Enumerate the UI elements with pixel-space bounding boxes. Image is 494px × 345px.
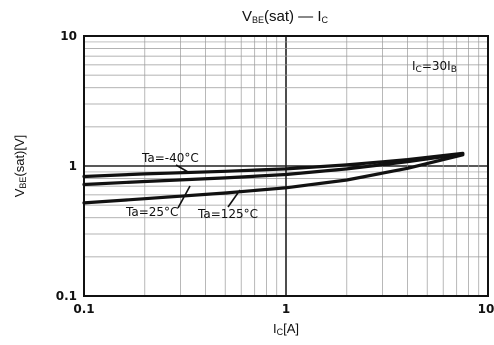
- x-tick-label-1: 1: [282, 302, 290, 316]
- series-label-ta-minus40: Ta=-40°C: [141, 151, 199, 165]
- y-tick-label-0-1: 0.1: [56, 289, 77, 303]
- y-tick-label-10: 10: [60, 29, 77, 43]
- y-tick-label-1: 1: [69, 159, 77, 173]
- condition-label: IC=30IB: [412, 59, 457, 75]
- series-label-ta-minus40-arrow: [175, 164, 189, 173]
- plot-grid: [84, 36, 488, 296]
- plot-frame: [83, 35, 489, 297]
- series-lines: [82, 151, 465, 205]
- series-label-ta-125-arrow: [227, 189, 241, 208]
- series-label-ta-25: Ta=25°C: [125, 205, 178, 219]
- series-label-ta-25-arrow: [177, 185, 191, 209]
- x-tick-label-0-1: 0.1: [73, 302, 94, 316]
- y-axis-label: VBE(sat)[V]: [12, 135, 28, 198]
- series-line-2: [82, 153, 465, 205]
- x-tick-label-10: 10: [478, 302, 494, 316]
- series-line-1: [82, 152, 465, 187]
- series-label-ta-125: Ta=125°C: [197, 207, 258, 221]
- x-axis-label: IC[A]: [273, 321, 299, 337]
- chart-title: VBE(sat) — IC: [242, 8, 329, 25]
- series-line-0: [82, 151, 465, 179]
